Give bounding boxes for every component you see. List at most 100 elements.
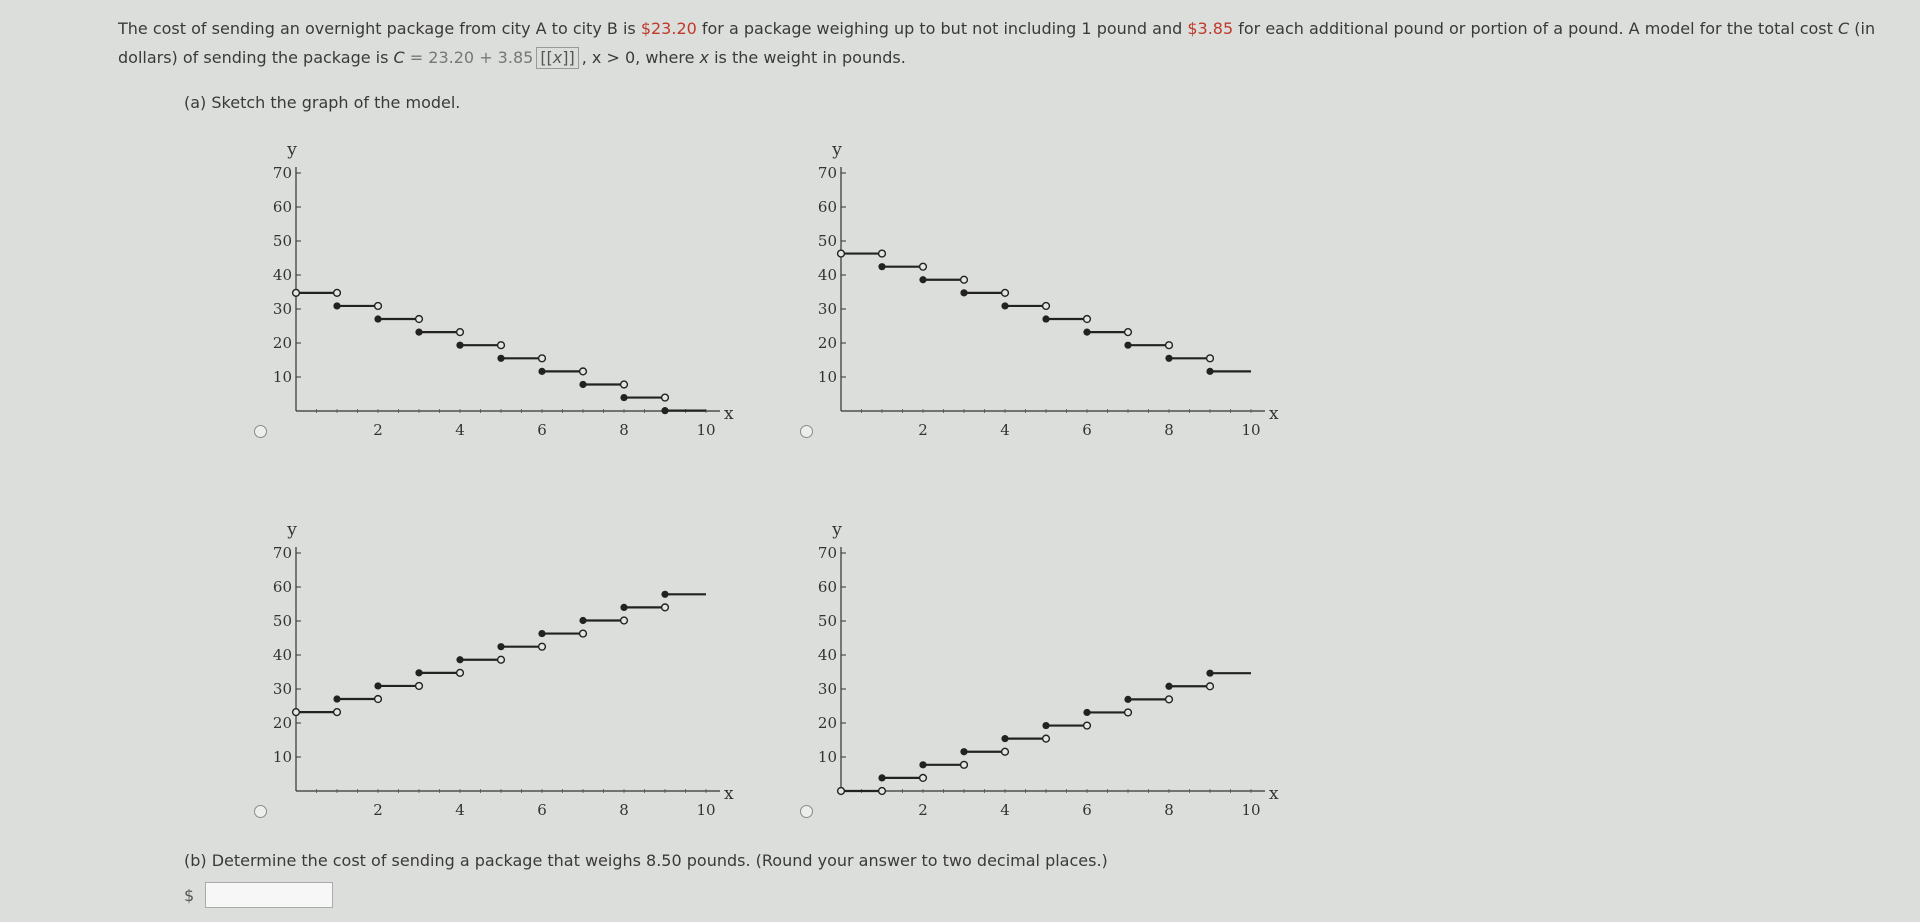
step-closed-point	[878, 774, 886, 782]
y-tick-label: 50	[818, 612, 837, 630]
step-closed-point	[497, 354, 505, 362]
step-closed-point	[1206, 367, 1214, 375]
x-tick-label: 10	[696, 421, 715, 439]
y-tick-label: 50	[273, 612, 292, 630]
step-open-point	[1123, 328, 1133, 337]
step-closed-point	[620, 603, 628, 611]
y-tick-label: 40	[273, 266, 292, 284]
graph-option-1-radio[interactable]	[254, 425, 267, 438]
step-open-point	[332, 708, 342, 717]
step-open-point	[1082, 721, 1092, 730]
step-open-point	[1205, 354, 1215, 363]
step-closed-point	[374, 315, 382, 323]
step-closed-point	[1083, 328, 1091, 336]
graph-option-3-radio[interactable]	[254, 805, 267, 818]
currency-symbol: $	[184, 886, 195, 905]
graph-option-4-radio[interactable]	[800, 805, 813, 818]
step-closed-point	[661, 407, 669, 415]
x-tick-label: 4	[455, 421, 465, 439]
problem-text-2: for a package weighing up to but not inc…	[696, 19, 1188, 38]
step-closed-point	[538, 367, 546, 375]
x-tick-label: 2	[373, 421, 383, 439]
additional-cost: $3.85	[1187, 19, 1234, 38]
y-axis-label: y	[286, 520, 297, 540]
step-closed-point	[374, 682, 382, 690]
graph-option-2-radio[interactable]	[800, 425, 813, 438]
graph-option-2: 10 20 30 40 50 60 70 2 4 6 8 10 x y	[818, 140, 1279, 439]
step-closed-point	[1124, 341, 1132, 349]
step-closed-point	[1042, 315, 1050, 323]
cost-answer-input[interactable]	[205, 882, 333, 908]
graph-option-4: 10 20 30 40 50 60 70 2 4 6 8 10 x y	[818, 520, 1279, 819]
x-tick-label: 6	[537, 801, 547, 819]
step-open-point	[1164, 341, 1174, 350]
y-tick-label: 20	[273, 334, 292, 352]
step-open-point	[373, 301, 383, 311]
step-closed-point	[579, 616, 587, 625]
step-open-point	[1123, 708, 1133, 717]
step-open-point	[1164, 695, 1174, 704]
step-open-point	[291, 708, 301, 717]
y-tick-label: 60	[818, 198, 837, 216]
step-closed-point	[333, 302, 341, 310]
x-tick-label: 10	[1241, 421, 1260, 439]
step-closed-point	[579, 380, 587, 389]
step-open-point	[836, 249, 846, 258]
x-tick-label: 2	[918, 421, 928, 439]
step-open-point	[373, 694, 383, 704]
y-axis-label: y	[831, 140, 842, 160]
x-axis-label: x	[1269, 404, 1279, 424]
y-tick-label: 60	[273, 198, 292, 216]
x-tick-label: 6	[537, 421, 547, 439]
y-tick-label: 70	[273, 164, 292, 182]
step-closed-point	[1042, 721, 1050, 730]
y-tick-label: 70	[818, 544, 837, 562]
step-open-point	[877, 249, 887, 258]
problem-statement: The cost of sending an overnight package…	[118, 14, 1908, 72]
x-tick-label: 10	[1241, 801, 1260, 819]
model-condition: , x > 0, where	[581, 48, 700, 67]
x-tick-label: 4	[455, 801, 465, 819]
y-tick-label: 30	[818, 300, 837, 318]
step-closed-point	[960, 289, 968, 297]
step-closed-point	[538, 629, 546, 638]
y-tick-label: 50	[818, 232, 837, 250]
problem-text-3: for each additional pound or portion of …	[1233, 19, 1838, 38]
step-closed-point	[456, 341, 464, 349]
y-tick-label: 10	[818, 368, 837, 386]
step-open-point	[1082, 314, 1092, 324]
y-tick-label: 60	[818, 578, 837, 596]
step-open-point	[959, 275, 969, 284]
y-tick-label: 30	[818, 680, 837, 698]
base-cost: $23.20	[640, 19, 697, 38]
step-closed-point	[620, 393, 628, 402]
x-tick-label: 8	[1164, 421, 1174, 439]
step-closed-point	[960, 748, 968, 756]
step-closed-point	[415, 669, 423, 677]
step-open-point	[1041, 734, 1051, 743]
y-tick-label: 20	[818, 334, 837, 352]
y-tick-label: 30	[273, 680, 292, 698]
x-tick-label: 2	[373, 801, 383, 819]
step-open-point	[414, 681, 424, 691]
y-tick-label: 40	[273, 646, 292, 664]
y-tick-label: 10	[273, 748, 292, 766]
problem-text-4: (in dollars) of sending the package is	[118, 19, 1876, 67]
step-closed-point	[919, 761, 927, 769]
step-open-point	[455, 328, 465, 337]
step-open-point	[496, 655, 506, 664]
variable-x: x	[699, 48, 710, 67]
step-open-point	[537, 642, 547, 651]
step-open-point	[1041, 301, 1051, 311]
y-tick-label: 60	[273, 578, 292, 596]
part-b-label: (b) Determine the cost of sending a pack…	[184, 851, 1108, 870]
step-closed-point	[919, 276, 927, 284]
variable-c: C	[1838, 19, 1850, 38]
step-open-point	[836, 786, 846, 796]
x-tick-label: 4	[1000, 421, 1010, 439]
graph-option-3: 10 20 30 40 50 60 70 2 4 6 8 10 x y	[273, 520, 734, 819]
step-closed-point	[497, 643, 505, 651]
y-tick-label: 40	[818, 646, 837, 664]
y-axis-label: y	[831, 520, 842, 540]
